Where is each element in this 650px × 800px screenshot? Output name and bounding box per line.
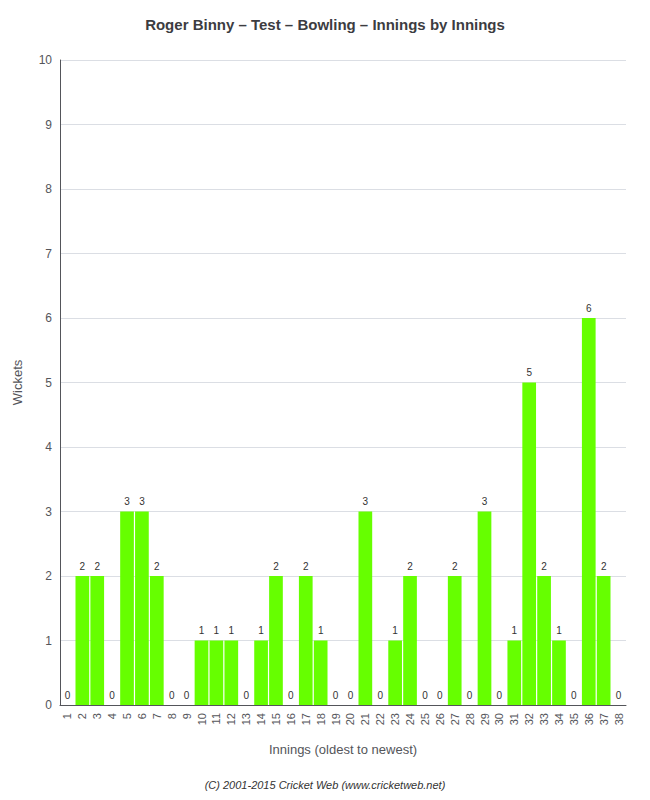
svg-text:14: 14 bbox=[255, 713, 267, 725]
svg-text:0: 0 bbox=[467, 690, 473, 701]
svg-text:3: 3 bbox=[91, 713, 103, 719]
svg-text:3: 3 bbox=[139, 496, 145, 507]
svg-text:0: 0 bbox=[109, 690, 115, 701]
svg-text:32: 32 bbox=[523, 713, 535, 725]
svg-text:0: 0 bbox=[184, 690, 190, 701]
svg-text:3: 3 bbox=[363, 496, 369, 507]
svg-text:4: 4 bbox=[45, 440, 52, 454]
svg-text:5: 5 bbox=[121, 713, 133, 719]
svg-text:29: 29 bbox=[479, 713, 491, 725]
svg-text:0: 0 bbox=[616, 690, 622, 701]
svg-text:0: 0 bbox=[422, 690, 428, 701]
svg-text:13: 13 bbox=[240, 713, 252, 725]
svg-text:3: 3 bbox=[45, 505, 52, 519]
svg-text:25: 25 bbox=[419, 713, 431, 725]
svg-text:1: 1 bbox=[318, 625, 324, 636]
svg-text:9: 9 bbox=[45, 118, 52, 132]
svg-text:17: 17 bbox=[300, 713, 312, 725]
svg-text:6: 6 bbox=[45, 311, 52, 325]
svg-text:0: 0 bbox=[497, 690, 503, 701]
svg-text:23: 23 bbox=[389, 713, 401, 725]
svg-text:0: 0 bbox=[243, 690, 249, 701]
svg-text:0: 0 bbox=[45, 698, 52, 712]
svg-text:20: 20 bbox=[344, 713, 356, 725]
svg-text:1: 1 bbox=[199, 625, 205, 636]
svg-text:28: 28 bbox=[464, 713, 476, 725]
svg-text:30: 30 bbox=[493, 713, 505, 725]
svg-text:0: 0 bbox=[65, 690, 71, 701]
svg-text:10: 10 bbox=[196, 713, 208, 725]
svg-text:2: 2 bbox=[601, 561, 607, 572]
svg-text:4: 4 bbox=[106, 713, 118, 719]
svg-text:1: 1 bbox=[392, 625, 398, 636]
svg-text:0: 0 bbox=[437, 690, 443, 701]
svg-text:0: 0 bbox=[169, 690, 175, 701]
svg-text:2: 2 bbox=[407, 561, 413, 572]
svg-text:2: 2 bbox=[94, 561, 100, 572]
svg-text:37: 37 bbox=[598, 713, 610, 725]
svg-text:2: 2 bbox=[541, 561, 547, 572]
svg-text:10: 10 bbox=[39, 53, 53, 67]
svg-text:(C) 2001-2015 Cricket Web (www: (C) 2001-2015 Cricket Web (www.cricketwe… bbox=[205, 779, 446, 791]
svg-text:12: 12 bbox=[225, 713, 237, 725]
svg-text:2: 2 bbox=[45, 569, 52, 583]
svg-text:2: 2 bbox=[303, 561, 309, 572]
svg-text:22: 22 bbox=[374, 713, 386, 725]
svg-text:1: 1 bbox=[556, 625, 562, 636]
svg-text:1: 1 bbox=[512, 625, 518, 636]
svg-text:6: 6 bbox=[136, 713, 148, 719]
svg-text:1: 1 bbox=[258, 625, 264, 636]
svg-text:2: 2 bbox=[80, 561, 86, 572]
svg-text:2: 2 bbox=[452, 561, 458, 572]
svg-text:2: 2 bbox=[273, 561, 279, 572]
svg-text:0: 0 bbox=[288, 690, 294, 701]
svg-text:6: 6 bbox=[586, 303, 592, 314]
svg-text:31: 31 bbox=[508, 713, 520, 725]
svg-text:27: 27 bbox=[449, 713, 461, 725]
svg-text:5: 5 bbox=[526, 367, 532, 378]
svg-text:8: 8 bbox=[45, 182, 52, 196]
svg-text:0: 0 bbox=[348, 690, 354, 701]
svg-text:33: 33 bbox=[538, 713, 550, 725]
svg-text:15: 15 bbox=[270, 713, 282, 725]
svg-text:1: 1 bbox=[214, 625, 220, 636]
svg-text:36: 36 bbox=[583, 713, 595, 725]
svg-text:19: 19 bbox=[330, 713, 342, 725]
svg-text:0: 0 bbox=[333, 690, 339, 701]
svg-text:5: 5 bbox=[45, 376, 52, 390]
svg-text:1: 1 bbox=[45, 634, 52, 648]
svg-text:38: 38 bbox=[613, 713, 625, 725]
svg-text:21: 21 bbox=[359, 713, 371, 725]
svg-text:24: 24 bbox=[404, 713, 416, 725]
svg-text:Wickets: Wickets bbox=[10, 359, 25, 405]
svg-text:8: 8 bbox=[166, 713, 178, 719]
svg-text:2: 2 bbox=[76, 713, 88, 719]
svg-text:1: 1 bbox=[61, 713, 73, 719]
svg-text:34: 34 bbox=[553, 713, 565, 725]
svg-text:7: 7 bbox=[151, 713, 163, 719]
svg-text:0: 0 bbox=[571, 690, 577, 701]
svg-text:16: 16 bbox=[285, 713, 297, 725]
svg-text:3: 3 bbox=[124, 496, 130, 507]
svg-text:Roger Binny – Test – Bowling –: Roger Binny – Test – Bowling – Innings b… bbox=[145, 16, 505, 33]
svg-text:26: 26 bbox=[434, 713, 446, 725]
svg-text:9: 9 bbox=[181, 713, 193, 719]
svg-text:0: 0 bbox=[377, 690, 383, 701]
svg-text:18: 18 bbox=[315, 713, 327, 725]
svg-text:7: 7 bbox=[45, 247, 52, 261]
svg-text:11: 11 bbox=[210, 713, 222, 724]
svg-text:2: 2 bbox=[154, 561, 160, 572]
svg-text:3: 3 bbox=[482, 496, 488, 507]
svg-text:Innings (oldest to newest): Innings (oldest to newest) bbox=[269, 742, 417, 757]
svg-text:35: 35 bbox=[568, 713, 580, 725]
svg-text:1: 1 bbox=[229, 625, 235, 636]
